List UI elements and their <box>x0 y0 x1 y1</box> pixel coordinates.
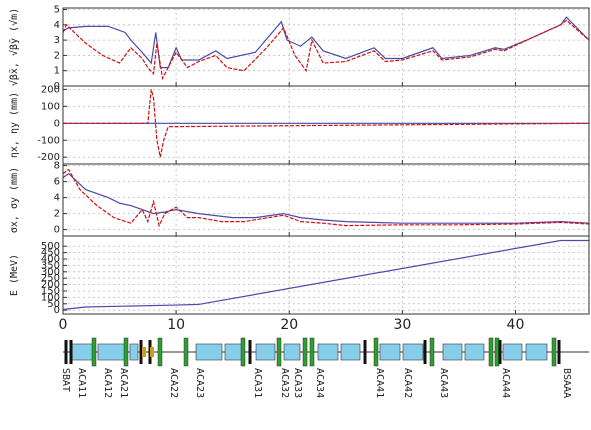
marker <box>248 340 252 364</box>
y-tick-label: 100 <box>41 101 60 112</box>
corrector <box>150 347 154 357</box>
cavity <box>71 343 94 361</box>
y-tick-label: 500 <box>41 241 60 252</box>
y-tick-label: 1 <box>54 66 60 77</box>
series-line <box>63 89 590 158</box>
x-tick-label: 20 <box>280 317 298 333</box>
element-label: ACA42 <box>402 368 413 398</box>
panel-frame <box>62 163 590 237</box>
cavity <box>525 343 548 361</box>
marker <box>423 340 427 364</box>
y-tick-label: 3 <box>54 35 60 46</box>
quad <box>157 337 163 367</box>
element-label: ACA44 <box>500 368 511 398</box>
series-line <box>62 168 590 228</box>
element-label: ACA34 <box>314 368 325 398</box>
marker <box>557 340 561 364</box>
cavity <box>97 343 126 361</box>
quad <box>373 337 379 367</box>
quad <box>276 337 282 367</box>
x-tick-label: 30 <box>393 317 411 333</box>
corrector <box>142 347 146 357</box>
y-tick-label: 6 <box>54 177 60 188</box>
marker <box>363 340 367 364</box>
cavity <box>224 343 243 361</box>
y-axis-label: ηx, ηy (mm) <box>9 92 20 158</box>
element-label: SBAT <box>60 368 71 392</box>
quad <box>183 337 189 367</box>
y-tick-label: 4 <box>54 20 60 31</box>
y-tick-label: -200 <box>37 152 60 163</box>
cavity <box>402 343 424 361</box>
y-tick-label: 0 <box>54 118 60 129</box>
y-tick-label: 350 <box>41 260 60 271</box>
cavity <box>317 343 339 361</box>
y-tick-label: 150 <box>41 286 60 297</box>
quad <box>488 337 494 367</box>
cavity <box>255 343 276 361</box>
element-label: BSAAA <box>561 368 572 398</box>
element-label: ACA43 <box>438 368 449 398</box>
quad <box>309 337 315 367</box>
element-label: ACA22 <box>168 368 179 398</box>
y-tick-label: 0 <box>54 225 60 236</box>
y-tick-label: 4 <box>54 193 60 204</box>
y-tick-label: 0 <box>54 81 60 92</box>
element-label: ACA33 <box>292 368 303 398</box>
cavity <box>129 343 139 361</box>
y-axis-label: √β̄x, √β̄y (√m) <box>8 8 20 86</box>
y-tick-label: 8 <box>54 161 60 172</box>
marker <box>64 340 68 364</box>
y-axis-label: σx, σy (mm) <box>9 167 20 233</box>
element-label: ACA21 <box>118 368 129 398</box>
element-label: ACA23 <box>194 368 205 398</box>
cavity <box>502 343 523 361</box>
quad <box>494 337 500 367</box>
series-line <box>62 239 589 311</box>
y-tick-label: 5 <box>54 5 60 16</box>
quad <box>240 337 246 367</box>
quad <box>123 337 129 367</box>
cavity <box>195 343 223 361</box>
y-axis-label: E (MeV) <box>9 254 20 296</box>
quad <box>302 337 308 367</box>
element-label: ACA31 <box>252 368 263 398</box>
y-tick-label: 450 <box>41 248 60 259</box>
cavity <box>464 343 485 361</box>
y-tick-label: 200 <box>41 84 60 95</box>
y-tick-label: 300 <box>41 267 60 278</box>
x-tick-label: 0 <box>59 317 68 333</box>
marker <box>498 340 502 364</box>
y-tick-label: 250 <box>41 273 60 284</box>
x-tick-label: 10 <box>167 317 185 333</box>
y-tick-label: 100 <box>41 292 60 303</box>
cavity <box>283 343 301 361</box>
cavity <box>379 343 401 361</box>
element-label: ACA32 <box>279 368 290 398</box>
quad <box>429 337 435 367</box>
y-tick-label: 2 <box>54 209 60 220</box>
cavity <box>340 343 361 361</box>
quad <box>551 337 557 367</box>
element-label: ACA12 <box>102 368 113 398</box>
y-tick-label: 0 <box>54 305 60 316</box>
lattice: SBAT ACA11 ACA12 ACA21 ACA22 ACA23 ACA31 ACA32 A… <box>60 337 589 398</box>
cavity <box>442 343 463 361</box>
series-line <box>62 16 590 69</box>
series-line <box>62 19 590 81</box>
element-label: ACA41 <box>374 368 385 398</box>
series-line <box>62 172 590 224</box>
element-label: ACA11 <box>76 368 87 398</box>
panel-frame <box>62 235 590 315</box>
y-tick-label: 200 <box>41 280 60 291</box>
marker <box>139 340 143 364</box>
x-tick-label: 40 <box>507 317 525 333</box>
quad <box>91 337 97 367</box>
y-tick-label: -100 <box>37 135 60 146</box>
y-tick-label: 50 <box>47 299 60 310</box>
y-tick-label: 2 <box>54 50 60 61</box>
marker <box>69 340 73 364</box>
y-tick-label: 400 <box>41 254 60 265</box>
